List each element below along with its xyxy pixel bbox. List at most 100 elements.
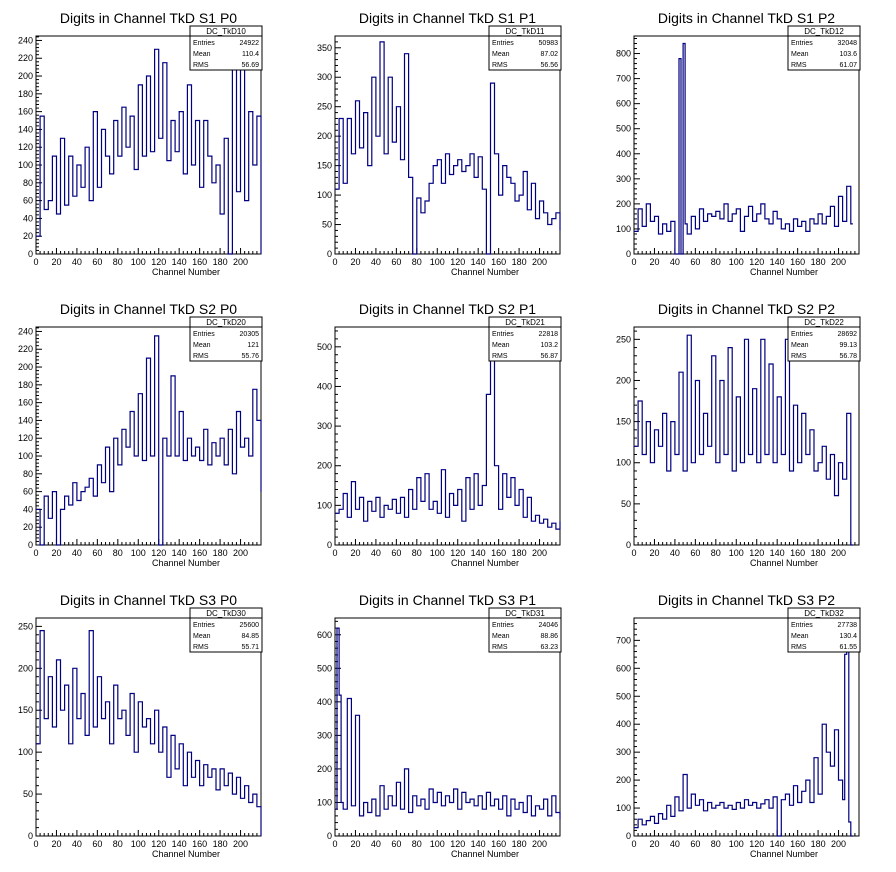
x-tick-label: 60 — [92, 839, 102, 849]
x-tick-label: 140 — [770, 839, 785, 849]
y-tick-label: 600 — [616, 99, 631, 109]
x-tick-label: 200 — [233, 548, 248, 558]
stats-value-mean: 87.02 — [540, 51, 558, 58]
stats-box-frame — [787, 25, 861, 71]
x-tick-label: 180 — [512, 257, 527, 267]
x-tick-label: 80 — [711, 548, 721, 558]
x-tick-label: 20 — [649, 839, 659, 849]
histogram-series-line — [36, 335, 262, 546]
x-tick-label: 200 — [233, 257, 248, 267]
stats-box: DC_TkD20 Entries 20305 Mean 121 RMS 55.76 — [189, 316, 263, 362]
plot-frame — [334, 35, 561, 255]
chart-title: Digits in Channel TkD S1 P1 — [359, 10, 536, 26]
x-tick-label: 80 — [711, 839, 721, 849]
x-tick-label: 60 — [690, 257, 700, 267]
x-tick-label: 140 — [471, 839, 486, 849]
x-tick-label: 100 — [430, 548, 445, 558]
stats-label-entries: Entries — [791, 331, 813, 338]
x-tick-label: 140 — [172, 548, 187, 558]
x-tick-label: 60 — [92, 257, 102, 267]
y-tick-label: 0 — [28, 540, 33, 550]
stats-label-rms: RMS — [492, 62, 508, 69]
x-tick-label: 200 — [532, 548, 547, 558]
y-tick-label: 0 — [327, 540, 332, 550]
histogram-series-line — [36, 629, 262, 836]
y-tick-label: 40 — [23, 213, 33, 223]
chart-title: Digits in Channel TkD S3 P1 — [359, 592, 536, 608]
histogram-panel-5: Digits in Channel TkD S2 P2 0 20 40 60 80 100 1… — [616, 301, 861, 568]
stats-box: DC_TkD11 Entries 50983 Mean 87.02 RMS 56.56 — [488, 25, 562, 71]
histogram-series-line — [335, 41, 561, 255]
x-tick-label: 180 — [811, 548, 826, 558]
stats-box: DC_TkD12 Entries 32048 Mean 103.6 RMS 61.07 — [787, 25, 861, 71]
x-axis-label: Channel Number — [152, 849, 220, 859]
x-tick-label: 20 — [51, 839, 61, 849]
y-tick-label: 0 — [327, 249, 332, 259]
plot-frame — [633, 617, 860, 837]
plot-frame — [334, 617, 561, 837]
stats-histogram-name: DC_TkD31 — [505, 609, 545, 618]
x-tick-label: 160 — [790, 548, 805, 558]
stats-label-rms: RMS — [791, 62, 807, 69]
x-tick-label: 40 — [72, 839, 82, 849]
x-tick-label: 140 — [770, 548, 785, 558]
x-tick-label: 200 — [233, 839, 248, 849]
x-tick-label: 20 — [649, 257, 659, 267]
y-tick-label: 200 — [317, 131, 332, 141]
x-tick-label: 180 — [512, 548, 527, 558]
stats-value-mean: 103.6 — [839, 51, 857, 58]
y-tick-label: 300 — [317, 421, 332, 431]
x-tick-label: 120 — [450, 839, 465, 849]
y-tick-label: 200 — [616, 199, 631, 209]
x-tick-label: 60 — [92, 548, 102, 558]
stats-box-frame — [189, 25, 263, 71]
y-tick-label: 120 — [18, 433, 33, 443]
x-tick-label: 160 — [192, 839, 207, 849]
y-tick-label: 0 — [626, 249, 631, 259]
y-tick-label: 200 — [18, 71, 33, 81]
x-tick-label: 180 — [213, 257, 228, 267]
y-tick-label: 100 — [18, 160, 33, 170]
stats-value-entries: 28692 — [838, 331, 858, 338]
histogram-panel-2: Digits in Channel TkD S1 P2 0 20 40 60 80 100 1… — [616, 10, 861, 277]
stats-value-mean: 103.2 — [540, 342, 558, 349]
histogram-panel-7: Digits in Channel TkD S3 P1 0 20 40 60 80 100 1… — [317, 592, 562, 859]
stats-histogram-name: DC_TkD22 — [804, 318, 844, 327]
y-tick-label: 180 — [18, 89, 33, 99]
y-tick-label: 500 — [317, 663, 332, 673]
x-tick-label: 180 — [512, 839, 527, 849]
x-tick-label: 160 — [491, 548, 506, 558]
plot-frame — [633, 326, 860, 546]
plot-frame — [334, 326, 561, 546]
y-tick-label: 600 — [317, 630, 332, 640]
x-tick-label: 0 — [33, 257, 38, 267]
histogram-panel-0: Digits in Channel TkD S1 P0 0 20 40 60 80 100 1… — [18, 10, 263, 277]
stats-label-entries: Entries — [492, 331, 514, 338]
stats-value-entries: 24922 — [240, 40, 260, 47]
x-tick-label: 120 — [151, 257, 166, 267]
x-tick-label: 80 — [412, 548, 422, 558]
y-tick-label: 50 — [322, 220, 332, 230]
stats-histogram-name: DC_TkD10 — [206, 27, 246, 36]
stats-box: DC_TkD31 Entries 24046 Mean 88.86 RMS 63.23 — [488, 607, 562, 653]
x-tick-label: 200 — [831, 257, 846, 267]
stats-value-rms: 63.23 — [540, 644, 558, 651]
stats-value-rms: 56.78 — [839, 353, 857, 360]
stats-label-mean: Mean — [193, 51, 211, 58]
histogram-series-line — [335, 338, 561, 530]
x-tick-label: 80 — [412, 839, 422, 849]
y-tick-label: 250 — [18, 621, 33, 631]
x-tick-label: 0 — [33, 548, 38, 558]
y-tick-label: 150 — [18, 705, 33, 715]
y-tick-label: 500 — [616, 691, 631, 701]
x-tick-label: 0 — [332, 257, 337, 267]
x-tick-label: 0 — [332, 548, 337, 558]
y-tick-label: 80 — [23, 178, 33, 188]
x-tick-label: 200 — [831, 839, 846, 849]
x-tick-label: 100 — [430, 257, 445, 267]
x-tick-label: 40 — [670, 257, 680, 267]
x-tick-label: 120 — [151, 839, 166, 849]
stats-box-frame — [488, 25, 562, 71]
x-tick-label: 20 — [350, 257, 360, 267]
x-tick-label: 0 — [631, 839, 636, 849]
